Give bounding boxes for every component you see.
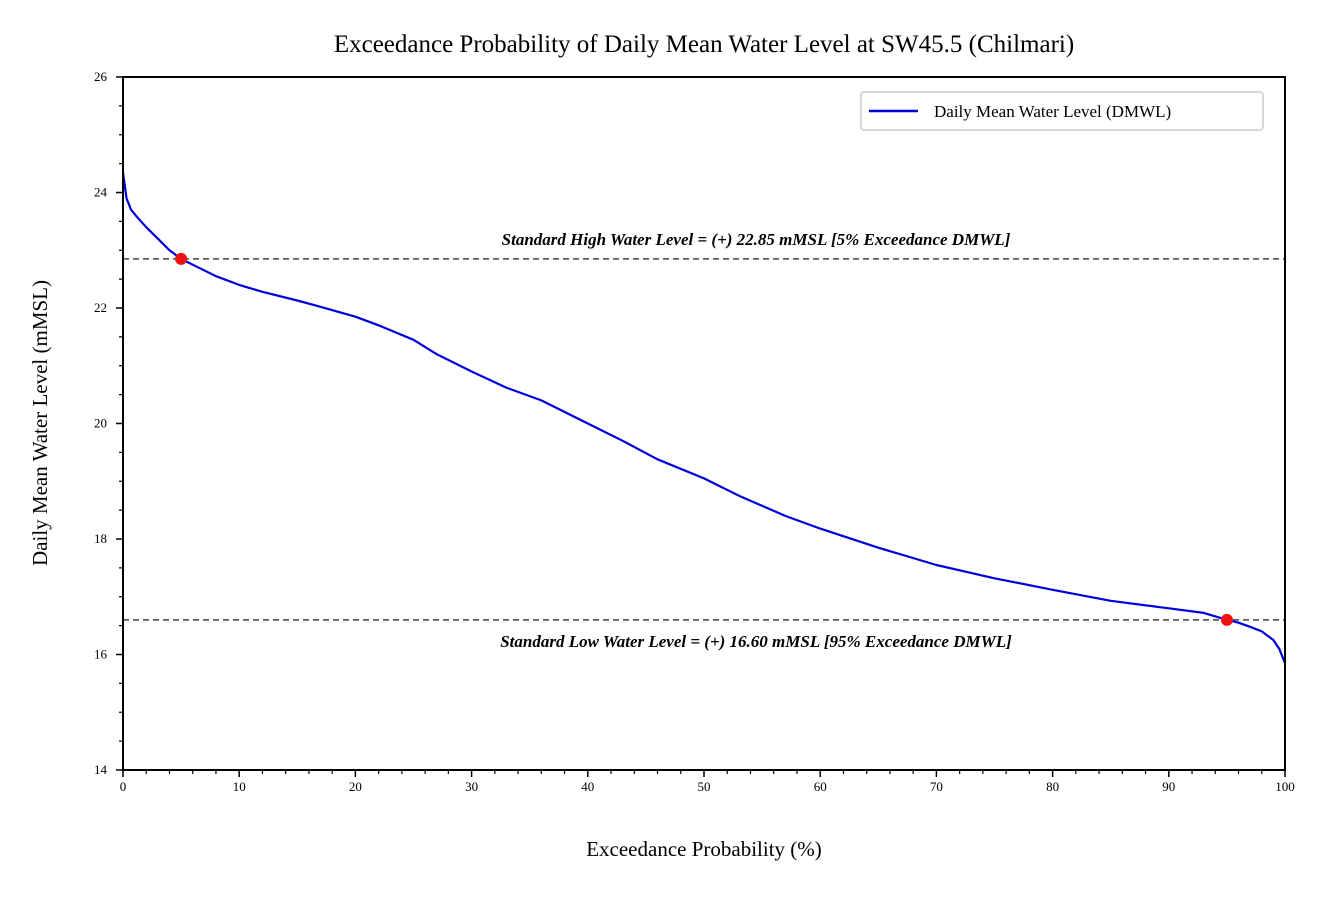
y-tick-label: 16: [94, 647, 108, 662]
x-tick-label: 90: [1162, 779, 1175, 794]
x-tick-label: 10: [233, 779, 246, 794]
reference-marker: [175, 252, 188, 265]
reference-marker: [1220, 613, 1233, 626]
chart-title: Exceedance Probability of Daily Mean Wat…: [334, 31, 1074, 58]
x-tick-label: 60: [814, 779, 827, 794]
y-tick-label: 22: [94, 300, 107, 315]
legend: Daily Mean Water Level (DMWL): [860, 91, 1264, 131]
y-axis-label: Daily Mean Water Level (mMSL): [28, 280, 52, 566]
plot-area: 14 16 18 20 22 24 26 0 10 20 30 40 50 60 70 80 90 100 Stan…: [94, 69, 1295, 794]
y-tick-label: 14: [94, 762, 108, 777]
x-tick-label: 100: [1275, 779, 1295, 794]
x-tick-label: 70: [930, 779, 943, 794]
x-tick-label: 80: [1046, 779, 1059, 794]
y-tick-label: 24: [94, 185, 108, 200]
x-tick-label: 40: [581, 779, 594, 794]
y-tick-label: 20: [94, 416, 107, 431]
x-tick-label: 30: [465, 779, 478, 794]
x-tick-label: 50: [698, 779, 711, 794]
x-axis-label: Exceedance Probability (%): [586, 837, 822, 861]
reference-annotation: Standard High Water Level = (+) 22.85 mM…: [502, 230, 1011, 249]
x-tick-label: 20: [349, 779, 362, 794]
x-tick-label: 0: [120, 779, 127, 794]
y-tick-label: 18: [94, 531, 107, 546]
y-tick-label: 26: [94, 69, 108, 84]
plot-frame: [122, 76, 1286, 771]
reference-annotation: Standard Low Water Level = (+) 16.60 mMS…: [500, 632, 1012, 651]
legend-box: [860, 91, 1264, 131]
legend-label: Daily Mean Water Level (DMWL): [934, 102, 1171, 121]
